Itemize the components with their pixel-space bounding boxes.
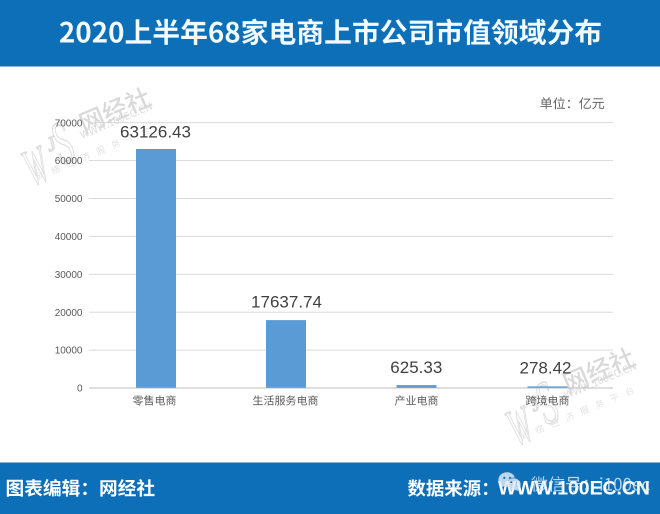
svg-text:40000: 40000: [55, 232, 83, 243]
svg-text:30000: 30000: [55, 270, 83, 281]
svg-text:278.42: 278.42: [520, 358, 572, 377]
svg-text:625.33: 625.33: [390, 358, 442, 377]
svg-text:17637.74: 17637.74: [251, 292, 322, 311]
svg-text:70000: 70000: [55, 118, 83, 129]
svg-text:10000: 10000: [55, 346, 83, 357]
svg-text:63126.43: 63126.43: [120, 122, 191, 141]
svg-text:20000: 20000: [55, 308, 83, 319]
svg-text:60000: 60000: [55, 156, 83, 167]
svg-text:50000: 50000: [55, 194, 83, 205]
svg-text:0: 0: [77, 384, 83, 395]
